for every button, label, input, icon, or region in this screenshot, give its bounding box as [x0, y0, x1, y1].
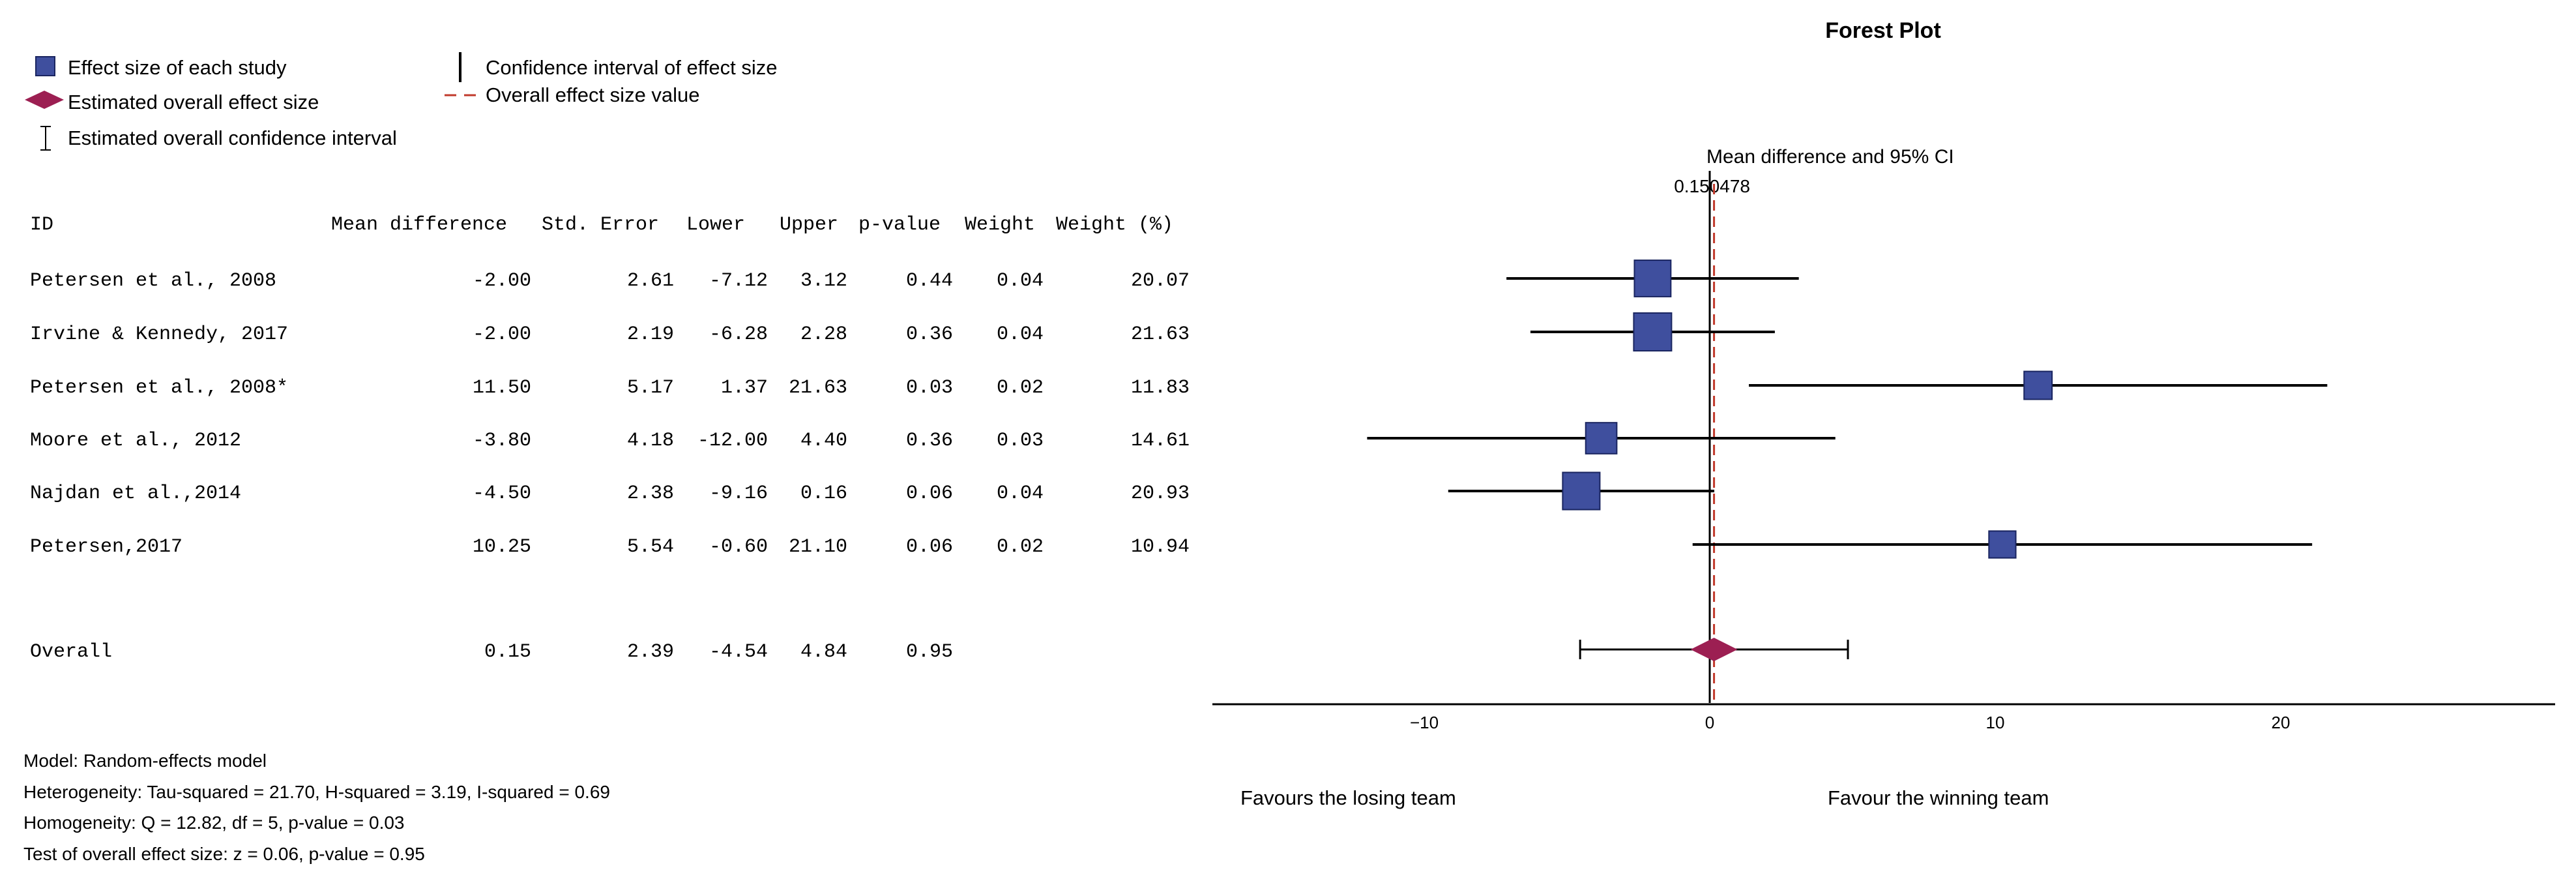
overall-p: 0.95	[906, 641, 953, 663]
study-md: -3.80	[473, 430, 531, 452]
study-effect-square	[1585, 422, 1618, 454]
study-lower: -0.60	[709, 536, 768, 558]
study-md: -2.00	[473, 270, 531, 292]
study-p: 0.36	[906, 323, 953, 346]
x-axis-ticks: −10 0 10 20	[1410, 713, 2291, 732]
study-weight: 0.02	[997, 536, 1044, 558]
study-upper: 0.16	[800, 483, 847, 505]
study-weight: 0.04	[997, 323, 1044, 346]
header-lower: Lower	[686, 214, 745, 236]
overall-value-label: 0.150478	[1674, 176, 1750, 196]
overall-md: 0.15	[484, 641, 531, 663]
x-tick-label: 0	[1705, 713, 1714, 732]
study-se: 2.38	[627, 483, 674, 505]
study-upper: 3.12	[800, 270, 847, 292]
study-lower: -9.16	[709, 483, 768, 505]
study-id: Petersen et al., 2008	[30, 270, 276, 292]
plot-area: Mean difference and 95% CI 0.150478 −10 0…	[1212, 146, 2555, 809]
study-p: 0.06	[906, 536, 953, 558]
study-lower: -12.00	[697, 430, 768, 452]
overall-effect-diamond	[1690, 638, 1738, 661]
study-upper: 21.63	[789, 377, 847, 399]
study-id: Petersen,2017	[30, 536, 183, 558]
header-std-error: Std. Error	[542, 214, 659, 236]
stats-overall-test: Test of overall effect size: z = 0.06, p…	[23, 844, 425, 864]
study-weight-pct: 14.61	[1131, 430, 1190, 452]
study-upper: 2.28	[800, 323, 847, 346]
header-upper: Upper	[780, 214, 838, 236]
study-se: 2.61	[627, 270, 674, 292]
legend-ci: Confidence interval of effect size	[486, 56, 777, 79]
study-se: 4.18	[627, 430, 674, 452]
legend: Effect size of each study Estimated over…	[25, 52, 777, 151]
study-p: 0.36	[906, 430, 953, 452]
study-weight-pct: 11.83	[1131, 377, 1190, 399]
header-weight-pct: Weight (%)	[1056, 214, 1173, 236]
axis-title: Mean difference and 95% CI	[1706, 146, 1954, 168]
overall-se: 2.39	[627, 641, 674, 663]
header-mean-difference: Mean difference	[331, 214, 507, 236]
study-weight-pct: 10.94	[1131, 536, 1190, 558]
study-marks	[1367, 260, 2328, 661]
overall-upper: 4.84	[800, 641, 847, 663]
x-tick-label: 20	[2272, 713, 2291, 732]
header-weight: Weight	[965, 214, 1035, 236]
legend-study: Effect size of each study	[68, 56, 287, 79]
legend-ci-marker	[40, 126, 51, 151]
study-id: Najdan et al.,2014	[30, 483, 241, 505]
study-lower: 1.37	[721, 377, 768, 399]
chart-title: Forest Plot	[1825, 18, 1941, 43]
study-weight-pct: 20.07	[1131, 270, 1190, 292]
legend-overall: Estimated overall effect size	[68, 91, 319, 113]
study-p: 0.06	[906, 483, 953, 505]
study-weight-pct: 21.63	[1131, 323, 1190, 346]
study-lower: -6.28	[709, 323, 768, 346]
x-tick-label: −10	[1410, 713, 1439, 732]
study-effect-square	[1988, 530, 2017, 559]
stats-model: Model: Random-effects model	[23, 751, 267, 771]
legend-overall-line: Overall effect size value	[486, 83, 700, 106]
stats-heterogeneity: Heterogeneity: Tau-squared = 21.70, H-sq…	[23, 782, 610, 802]
study-md: 10.25	[473, 536, 531, 558]
overall-id: Overall	[30, 641, 112, 663]
study-weight: 0.04	[997, 483, 1044, 505]
legend-diamond-marker	[25, 91, 64, 109]
study-upper: 21.10	[789, 536, 847, 558]
study-se: 5.54	[627, 536, 674, 558]
favours-losing-label: Favours the losing team	[1240, 786, 1456, 809]
x-tick-label: 10	[1986, 713, 2005, 732]
study-p: 0.44	[906, 270, 953, 292]
study-weight: 0.02	[997, 377, 1044, 399]
study-upper: 4.40	[800, 430, 847, 452]
table-header-row: ID Mean difference Std. Error Lower Uppe…	[30, 214, 1173, 236]
overall-lower: -4.54	[709, 641, 768, 663]
study-id: Moore et al., 2012	[30, 430, 241, 452]
study-md: 11.50	[473, 377, 531, 399]
study-weight: 0.03	[997, 430, 1044, 452]
study-lower: -7.12	[709, 270, 768, 292]
legend-overall-ci: Estimated overall confidence interval	[68, 127, 397, 149]
study-effect-square	[1562, 471, 1601, 511]
study-md: -4.50	[473, 483, 531, 505]
study-effect-square	[2023, 370, 2053, 400]
header-id: ID	[30, 214, 53, 236]
legend-square-marker	[35, 56, 55, 76]
study-weight: 0.04	[997, 270, 1044, 292]
study-effect-square	[1633, 260, 1672, 297]
table-body: Petersen et al., 2008 -2.00 2.61 -7.12 3.12 0…	[30, 270, 1190, 663]
study-md: -2.00	[473, 323, 531, 346]
study-se: 5.17	[627, 377, 674, 399]
favours-winning-label: Favour the winning team	[1828, 786, 2049, 809]
study-weight-pct: 20.93	[1131, 483, 1190, 505]
stats-block: Model: Random-effects model Heterogeneit…	[23, 751, 610, 864]
study-p: 0.03	[906, 377, 953, 399]
study-se: 2.19	[627, 323, 674, 346]
stats-homogeneity: Homogeneity: Q = 12.82, df = 5, p-value …	[23, 812, 405, 833]
study-effect-square	[1633, 312, 1673, 351]
study-id: Irvine & Kennedy, 2017	[30, 323, 288, 346]
study-id: Petersen et al., 2008*	[30, 377, 288, 399]
header-p-value: p-value	[858, 214, 941, 236]
